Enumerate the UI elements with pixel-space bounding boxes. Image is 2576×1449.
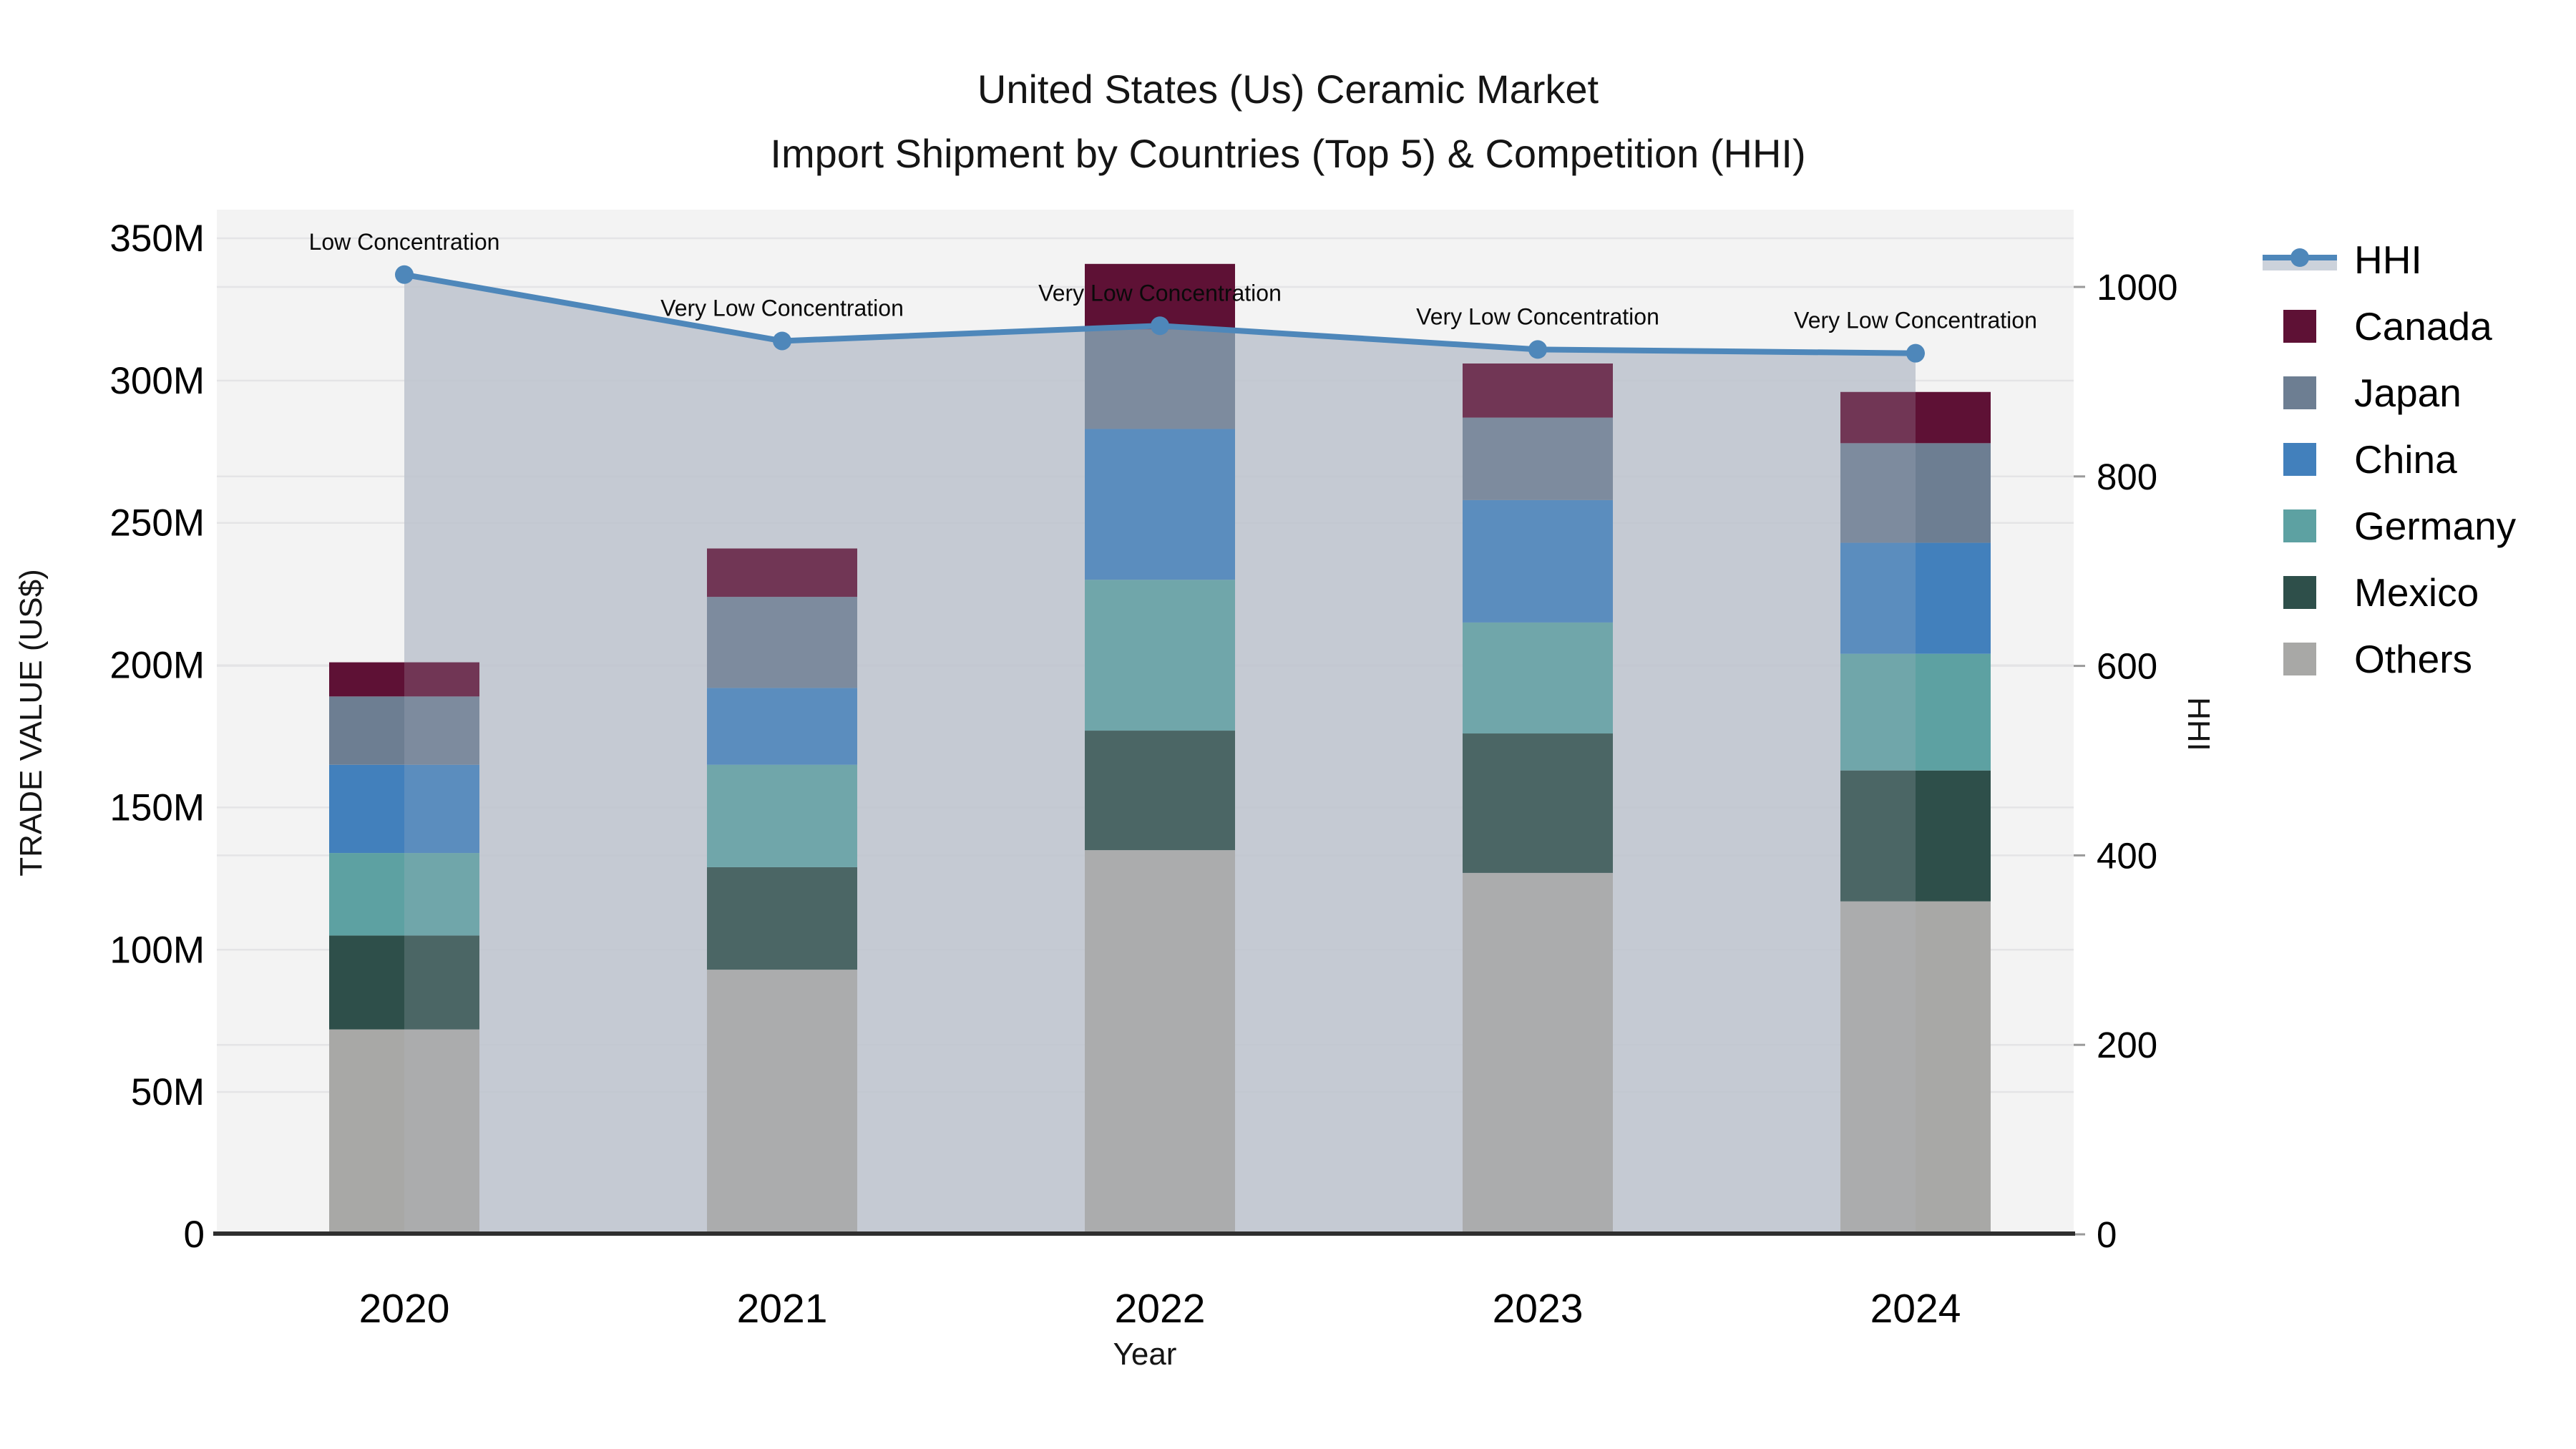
- hhi-marker-2022: [1151, 316, 1169, 336]
- x-tick-label-2023: 2023: [1493, 1286, 1584, 1332]
- legend-label: Canada: [2354, 303, 2492, 348]
- bar-segment-2022-germany: [1085, 580, 1235, 731]
- bar-segment-2022-others: [1085, 850, 1235, 1234]
- hhi-marker-2024: [1906, 343, 1925, 363]
- y-right-tick-label-0: 0: [2097, 1214, 2117, 1255]
- bar-segment-2022-china: [1085, 429, 1235, 580]
- legend-label: Mexico: [2354, 570, 2479, 615]
- annotation-2020: Low Concentration: [309, 229, 500, 255]
- annotation-2023: Very Low Concentration: [1416, 303, 1659, 329]
- bar-segment-2022-mexico: [1085, 731, 1235, 851]
- bar-segment-2021-others: [707, 970, 857, 1234]
- chart-title-line2: Import Shipment by Countries (Top 5) & C…: [770, 131, 1806, 176]
- hhi-marker-2020: [395, 265, 414, 284]
- legend-item-hhi: HHI: [2253, 226, 2516, 293]
- y-right-tick-label-600: 600: [2097, 646, 2157, 687]
- japan-color-swatch-icon: [2283, 376, 2316, 409]
- y-right-tick-label-1000: 1000: [2097, 267, 2177, 308]
- bar-segment-2022-japan: [1085, 329, 1235, 429]
- y-left-tick-label-250M: 250M: [109, 502, 205, 545]
- y-axis-left-title: TRADE VALUE (US$): [14, 569, 49, 877]
- bar-segment-2024-japan: [1840, 443, 1991, 543]
- bar-segment-2021-china: [707, 688, 857, 765]
- legend-item-others: Others: [2253, 625, 2516, 692]
- x-axis-title: Year: [1113, 1337, 1177, 1372]
- bar-segment-2024-canada: [1840, 391, 1991, 444]
- germany-color-swatch-icon: [2283, 509, 2316, 542]
- hhi-marker-icon: [2290, 248, 2309, 267]
- bar-segment-2023-mexico: [1463, 733, 1613, 873]
- bar-segment-2020-canada: [329, 662, 479, 697]
- chart-title-line1: United States (Us) Ceramic Market: [977, 67, 1599, 112]
- chart-title: United States (Us) Ceramic Market Import…: [0, 57, 2576, 186]
- bar-segment-2021-canada: [707, 548, 857, 597]
- y-right-tick-label-200: 200: [2097, 1025, 2157, 1065]
- x-tick-label-2020: 2020: [359, 1286, 450, 1332]
- bar-segment-2021-germany: [707, 764, 857, 867]
- bar-segment-2024-germany: [1840, 653, 1991, 771]
- y-right-tick-label-400: 400: [2097, 835, 2157, 876]
- bar-segment-2023-japan: [1463, 417, 1613, 500]
- y-axis-right-title: HHI: [2181, 697, 2216, 751]
- y-left-tick-label-0: 0: [184, 1214, 205, 1256]
- legend-item-mexico: Mexico: [2253, 559, 2516, 625]
- legend-item-canada: Canada: [2253, 293, 2516, 359]
- legend-label: HHI: [2354, 237, 2422, 282]
- legend-swatch-icon: [2253, 376, 2347, 409]
- legend-item-germany: Germany: [2253, 492, 2516, 559]
- bar-segment-2021-japan: [707, 597, 857, 688]
- bar-segment-2020-japan: [329, 696, 479, 765]
- y-left-tick-label-300M: 300M: [109, 360, 205, 402]
- canada-color-swatch-icon: [2283, 309, 2316, 343]
- others-color-swatch-icon: [2283, 642, 2316, 675]
- hhi-marker-2021: [773, 331, 791, 351]
- y-left-tick-label-350M: 350M: [109, 218, 205, 260]
- legend-swatch-icon: [2253, 575, 2347, 609]
- bar-segment-2023-others: [1463, 872, 1613, 1234]
- mexico-color-swatch-icon: [2283, 575, 2316, 609]
- hhi-marker-2023: [1528, 340, 1547, 359]
- legend: HHI Canada Japan China Germany Mexico Others: [2253, 226, 2516, 692]
- annotation-2024: Very Low Concentration: [1794, 308, 2037, 333]
- y-right-tick-label-800: 800: [2097, 457, 2157, 497]
- y-left-tick-label-150M: 150M: [109, 786, 205, 829]
- bar-segment-2024-china: [1840, 542, 1991, 654]
- china-color-swatch-icon: [2283, 442, 2316, 476]
- legend-swatch-icon: [2253, 642, 2347, 675]
- x-tick-label-2024: 2024: [1870, 1286, 1961, 1332]
- legend-item-china: China: [2253, 426, 2516, 492]
- bar-segment-2020-others: [329, 1029, 479, 1234]
- bar-segment-2020-germany: [329, 853, 479, 936]
- bar-segment-2020-china: [329, 764, 479, 854]
- x-tick-label-2021: 2021: [737, 1286, 828, 1332]
- bar-segment-2023-china: [1463, 499, 1613, 623]
- hhi-area-over: [404, 274, 1916, 1233]
- annotation-2021: Very Low Concentration: [660, 295, 904, 321]
- hhi-line-sample: [2263, 248, 2337, 272]
- legend-swatch-icon: [2253, 509, 2347, 542]
- y-left-tick-label-50M: 50M: [131, 1071, 205, 1113]
- bar-segment-2021-mexico: [707, 867, 857, 970]
- legend-label: Germany: [2354, 503, 2517, 548]
- bar-segment-2023-germany: [1463, 622, 1613, 734]
- x-axis-spine: [213, 1231, 2075, 1236]
- bar-segment-2024-mexico: [1840, 770, 1991, 902]
- legend-line-marker-icon: [2253, 248, 2347, 272]
- annotation-2022: Very Low Concentration: [1038, 280, 1282, 306]
- bar-segment-2024-others: [1840, 901, 1991, 1234]
- bar-segment-2020-mexico: [329, 935, 479, 1030]
- bar-segment-2023-canada: [1463, 363, 1613, 418]
- x-tick-label-2022: 2022: [1115, 1286, 1206, 1332]
- legend-swatch-icon: [2253, 442, 2347, 476]
- y-left-tick-label-200M: 200M: [109, 645, 205, 687]
- legend-label: Japan: [2354, 370, 2462, 415]
- legend-label: Others: [2354, 636, 2473, 681]
- legend-label: China: [2354, 436, 2457, 482]
- legend-item-japan: Japan: [2253, 359, 2516, 426]
- y-left-tick-label-100M: 100M: [109, 929, 205, 971]
- legend-swatch-icon: [2253, 309, 2347, 343]
